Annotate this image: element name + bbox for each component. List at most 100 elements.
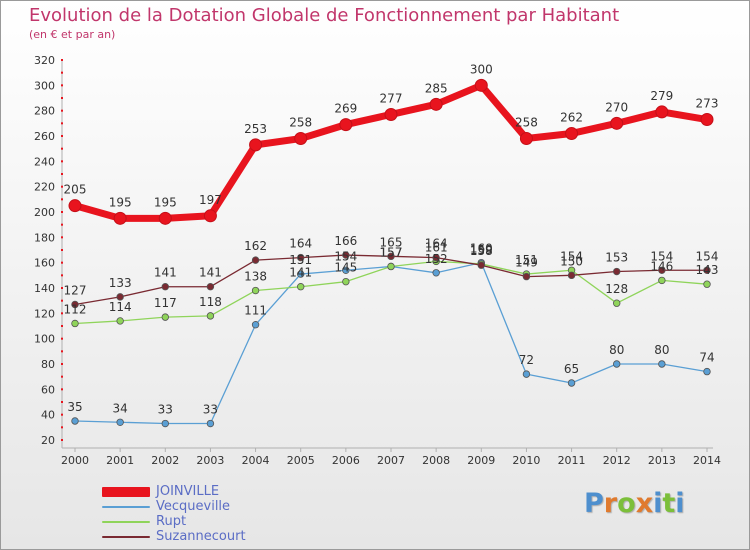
legend-item-vecqueville: Vecqueville [102, 499, 246, 514]
x-tick-label: 2001 [106, 454, 134, 467]
y-minor-tick [61, 71, 63, 74]
data-label-suzannecourt: 164 [289, 237, 312, 251]
legend-label: JOINVILLE [156, 483, 220, 499]
legend-label: Suzannecourt [156, 528, 246, 544]
data-label-rupt: 141 [289, 266, 312, 280]
data-point-vecqueville [206, 419, 215, 428]
y-minor-tick [61, 274, 63, 277]
data-point-vecqueville [161, 419, 169, 428]
y-tick-mark [61, 135, 63, 137]
data-point-rupt [342, 277, 350, 286]
data-point-rupt [71, 319, 79, 328]
data-point-joinville [565, 126, 579, 140]
data-label-suzannecourt: 150 [560, 254, 583, 268]
data-label-suzannecourt: 141 [154, 266, 177, 280]
data-point-vecqueville [567, 379, 576, 387]
chart-subtitle: (en € et par an) [29, 28, 116, 41]
logo-letter: P [584, 488, 604, 519]
data-label-rupt: 161 [425, 240, 448, 254]
data-label-suzannecourt: 165 [380, 235, 403, 249]
y-tick-mark [61, 413, 63, 416]
data-label-joinville: 277 [380, 91, 403, 105]
data-label-joinville: 285 [425, 81, 448, 95]
data-point-vecqueville [522, 370, 531, 378]
data-label-rupt: 154 [560, 249, 583, 263]
data-label-joinville: 273 [696, 97, 719, 111]
data-label-joinville: 269 [334, 102, 357, 116]
x-tick-label: 2009 [467, 454, 495, 467]
y-tick-mark [61, 287, 63, 289]
y-minor-tick [61, 249, 63, 251]
y-tick-mark [61, 84, 63, 87]
y-minor-tick [61, 426, 63, 429]
data-point-suzannecourt [387, 252, 395, 261]
y-tick-label: 160 [34, 257, 55, 270]
y-tick-label: 240 [34, 155, 55, 168]
data-point-joinville [429, 97, 443, 111]
y-tick-label: 80 [41, 358, 55, 371]
y-minor-tick [61, 299, 63, 302]
x-tick-label: 2010 [512, 454, 540, 467]
y-minor-tick [61, 223, 63, 226]
data-label-vecqueville: 152 [425, 252, 448, 266]
data-point-rupt [703, 280, 711, 288]
data-label-vecqueville: 33 [158, 403, 173, 417]
data-point-joinville [655, 105, 669, 119]
data-label-rupt: 146 [650, 259, 673, 273]
y-tick-mark [61, 439, 63, 441]
data-label-vecqueville: 160 [470, 242, 493, 256]
x-tick-label: 2014 [693, 454, 721, 467]
x-tick-label: 2008 [422, 454, 450, 467]
data-point-suzannecourt [658, 266, 666, 274]
data-label-vecqueville: 154 [334, 249, 357, 263]
logo-letter: o [617, 488, 636, 519]
logo-letter: x [635, 488, 654, 519]
y-tick-label: 100 [34, 333, 55, 346]
y-minor-tick [61, 325, 63, 327]
y-tick-mark [61, 236, 63, 239]
data-label-joinville: 300 [470, 62, 493, 76]
legend-swatch [102, 505, 150, 508]
data-label-vecqueville: 72 [519, 353, 534, 367]
data-label-suzannecourt: 154 [696, 249, 719, 263]
data-point-joinville [519, 132, 533, 146]
data-point-suzannecourt [342, 251, 350, 259]
data-label-vecqueville: 65 [564, 362, 579, 376]
data-label-suzannecourt: 141 [199, 266, 222, 280]
x-tick-label: 2004 [242, 454, 270, 467]
data-label-vecqueville: 34 [113, 401, 128, 415]
y-tick-label: 180 [34, 231, 55, 244]
data-point-vecqueville [297, 270, 305, 278]
data-label-rupt: 114 [109, 300, 132, 314]
x-tick-label: 2003 [196, 454, 224, 467]
y-tick-mark [61, 185, 63, 188]
x-tick-label: 2011 [558, 454, 586, 467]
data-point-rupt [161, 313, 169, 321]
data-label-joinville: 253 [244, 122, 267, 136]
y-tick-mark [61, 261, 63, 264]
logo-letter: i [675, 488, 685, 519]
legend-swatch [102, 520, 150, 523]
data-label-vecqueville: 74 [699, 351, 714, 365]
y-tick-mark [61, 363, 63, 365]
data-label-vecqueville: 151 [289, 253, 312, 267]
data-point-rupt [251, 286, 260, 295]
y-tick-label: 300 [34, 79, 55, 92]
data-point-vecqueville [703, 367, 711, 376]
data-label-suzannecourt: 133 [109, 276, 132, 290]
data-label-rupt: 112 [64, 302, 87, 316]
data-label-rupt: 117 [154, 296, 177, 310]
y-tick-label: 320 [34, 54, 55, 67]
data-label-rupt: 159 [470, 243, 493, 257]
data-point-joinville [294, 132, 308, 146]
data-point-vecqueville [342, 266, 350, 274]
data-label-joinville: 262 [560, 110, 583, 124]
data-point-joinville [700, 113, 714, 127]
data-label-joinville: 279 [650, 89, 673, 103]
data-label-vecqueville: 33 [203, 403, 218, 417]
data-point-suzannecourt [703, 266, 711, 274]
data-point-suzannecourt [71, 300, 79, 309]
data-point-joinville [610, 116, 624, 130]
proxiti-logo: Proxiti [584, 488, 685, 519]
y-tick-label: 280 [34, 105, 55, 118]
